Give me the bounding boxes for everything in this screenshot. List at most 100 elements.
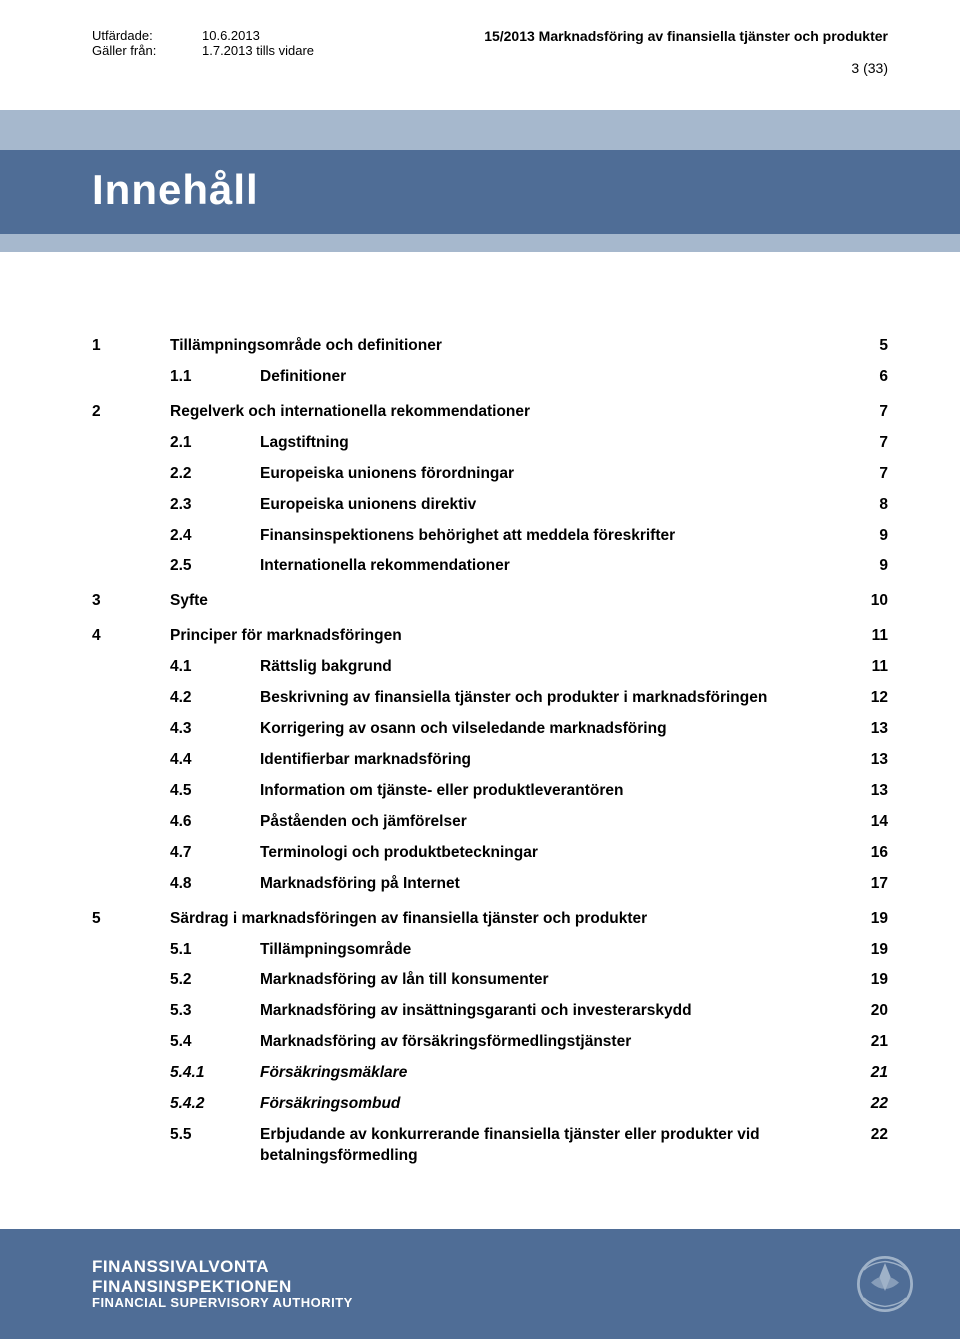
toc-sub-number: 2.1 [170,433,260,454]
toc-subsection: 5.3Marknadsföring av insättningsgaranti … [92,1001,888,1022]
toc-subsection: 4.2Beskrivning av finansiella tjänster o… [92,688,888,709]
title-band-bottom [0,234,960,252]
toc-sub-number: 4.6 [170,812,260,833]
toc-entry-page: 19 [846,909,888,930]
toc-sub-number: 4.3 [170,719,260,740]
toc-sub-number: 5.2 [170,970,260,991]
toc-subsection: 4.5Information om tjänste- eller produkt… [92,781,888,802]
toc-entry-page: 20 [846,1001,888,1022]
toc-subsection: 1.1Definitioner6 [92,367,888,388]
toc-entry-title: Tillämpningsområde och definitioner [170,336,846,357]
toc-subsection: 4.6Påståenden och jämförelser14 [92,812,888,833]
toc-entry-title: Erbjudande av konkurrerande finansiella … [260,1125,846,1167]
toc-entry-page: 6 [846,367,888,388]
toc-subsection: 5.5Erbjudande av konkurrerande finansiel… [92,1125,888,1167]
toc-sub-number: 2.3 [170,495,260,516]
toc-entry-title: Europeiska unionens direktiv [260,495,846,516]
toc-entry-title: Internationella rekommendationer [260,556,846,577]
toc-entry-title: Beskrivning av finansiella tjänster och … [260,688,846,709]
toc-subsection: 4.1Rättslig bakgrund11 [92,657,888,678]
toc-sub-number: 1.1 [170,367,260,388]
toc-entry-page: 7 [846,464,888,485]
toc-subsection: 2.2Europeiska unionens förordningar7 [92,464,888,485]
toc-entry-title: Marknadsföring av lån till konsumenter [260,970,846,991]
toc-section-number: 2 [92,402,170,423]
page-title: Innehåll [92,166,259,214]
toc-subsection: 5.1Tillämpningsområde19 [92,940,888,961]
toc-entry-title: Syfte [170,591,846,612]
toc-sub-number: 4.1 [170,657,260,678]
toc-entry-title: Definitioner [260,367,846,388]
toc-entry-page: 11 [846,657,888,678]
toc-subsection: 4.3Korrigering av osann och vilseledande… [92,719,888,740]
toc-sub-number: 4.8 [170,874,260,895]
toc-section: 1Tillämpningsområde och definitioner5 [92,336,888,357]
page-number: 3 (33) [851,60,888,76]
toc-entry-page: 22 [846,1094,888,1115]
document-title: 15/2013 Marknadsföring av finansiella tj… [484,28,888,44]
toc-entry-page: 19 [846,940,888,961]
toc-entry-title: Identifierbar marknadsföring [260,750,846,771]
toc-sub-number: 2.5 [170,556,260,577]
footer-org-block: FINANSSIVALVONTA FINANSINSPEKTIONEN FINA… [92,1257,353,1311]
toc-entry-page: 13 [846,750,888,771]
toc-entry-page: 13 [846,719,888,740]
toc-sub-number: 4.7 [170,843,260,864]
footer-org-line-1: FINANSSIVALVONTA [92,1257,353,1277]
toc-section-number: 3 [92,591,170,612]
toc-section-number: 4 [92,626,170,647]
toc-entry-page: 9 [846,556,888,577]
toc-subsection: 5.2Marknadsföring av lån till konsumente… [92,970,888,991]
toc-sub-number: 5.4.1 [170,1063,260,1084]
header-issued-label: Utfärdade: [92,28,202,43]
toc-entry-title: Lagstiftning [260,433,846,454]
toc-subsection: 4.7Terminologi och produktbeteckningar16 [92,843,888,864]
title-band: Innehåll [0,110,960,252]
toc-section: 2Regelverk och internationella rekommend… [92,402,888,423]
title-band-main: Innehåll [0,150,960,234]
toc-section: 5Särdrag i marknadsföringen av finansiel… [92,909,888,930]
toc-section-number: 1 [92,336,170,357]
toc-sub-number: 5.4 [170,1032,260,1053]
toc-entry-title: Europeiska unionens förordningar [260,464,846,485]
toc-entry-page: 16 [846,843,888,864]
toc-sub-number: 4.4 [170,750,260,771]
title-band-top [0,110,960,150]
toc-subsection: 2.3Europeiska unionens direktiv8 [92,495,888,516]
toc-entry-page: 21 [846,1032,888,1053]
toc-entry-title: Regelverk och internationella rekommenda… [170,402,846,423]
toc-entry-title: Finansinspektionens behörighet att medde… [260,526,846,547]
toc-subsection: 2.4Finansinspektionens behörighet att me… [92,526,888,547]
toc-section: 3Syfte10 [92,591,888,612]
toc-entry-page: 17 [846,874,888,895]
toc-entry-page: 11 [846,626,888,647]
toc-subsection: 2.5Internationella rekommendationer9 [92,556,888,577]
toc-entry-title: Påståenden och jämförelser [260,812,846,833]
toc-entry-page: 7 [846,402,888,423]
toc-entry-page: 13 [846,781,888,802]
toc-entry-page: 9 [846,526,888,547]
toc-entry-title: Principer för marknadsföringen [170,626,846,647]
toc-sub-number: 5.5 [170,1125,260,1146]
toc-entry-title: Rättslig bakgrund [260,657,846,678]
toc-entry-title: Tillämpningsområde [260,940,846,961]
toc-entry-title: Korrigering av osann och vilseledande ma… [260,719,846,740]
toc-entry-title: Särdrag i marknadsföringen av finansiell… [170,909,846,930]
header-issued-value: 10.6.2013 [202,28,362,43]
toc-entry-page: 5 [846,336,888,357]
toc-subsection: 5.4.2Försäkringsombud22 [92,1094,888,1115]
toc-sub-number: 4.2 [170,688,260,709]
toc-subsection: 5.4Marknadsföring av försäkringsförmedli… [92,1032,888,1053]
seal-icon [850,1249,920,1319]
toc-entry-title: Information om tjänste- eller produktlev… [260,781,846,802]
header-valid-value: 1.7.2013 tills vidare [202,43,362,58]
page-header: Utfärdade: 10.6.2013 Gäller från: 1.7.20… [0,0,960,90]
toc-entry-title: Marknadsföring av försäkringsförmedlings… [260,1032,846,1053]
toc-sub-number: 4.5 [170,781,260,802]
toc-subsection: 5.4.1Försäkringsmäklare21 [92,1063,888,1084]
toc-entry-page: 22 [846,1125,888,1146]
footer-org-line-3: FINANCIAL SUPERVISORY AUTHORITY [92,1296,353,1311]
header-valid-row: Gäller från: 1.7.2013 tills vidare [92,43,888,58]
toc-entry-page: 21 [846,1063,888,1084]
page-footer: FINANSSIVALVONTA FINANSINSPEKTIONEN FINA… [0,1229,960,1339]
